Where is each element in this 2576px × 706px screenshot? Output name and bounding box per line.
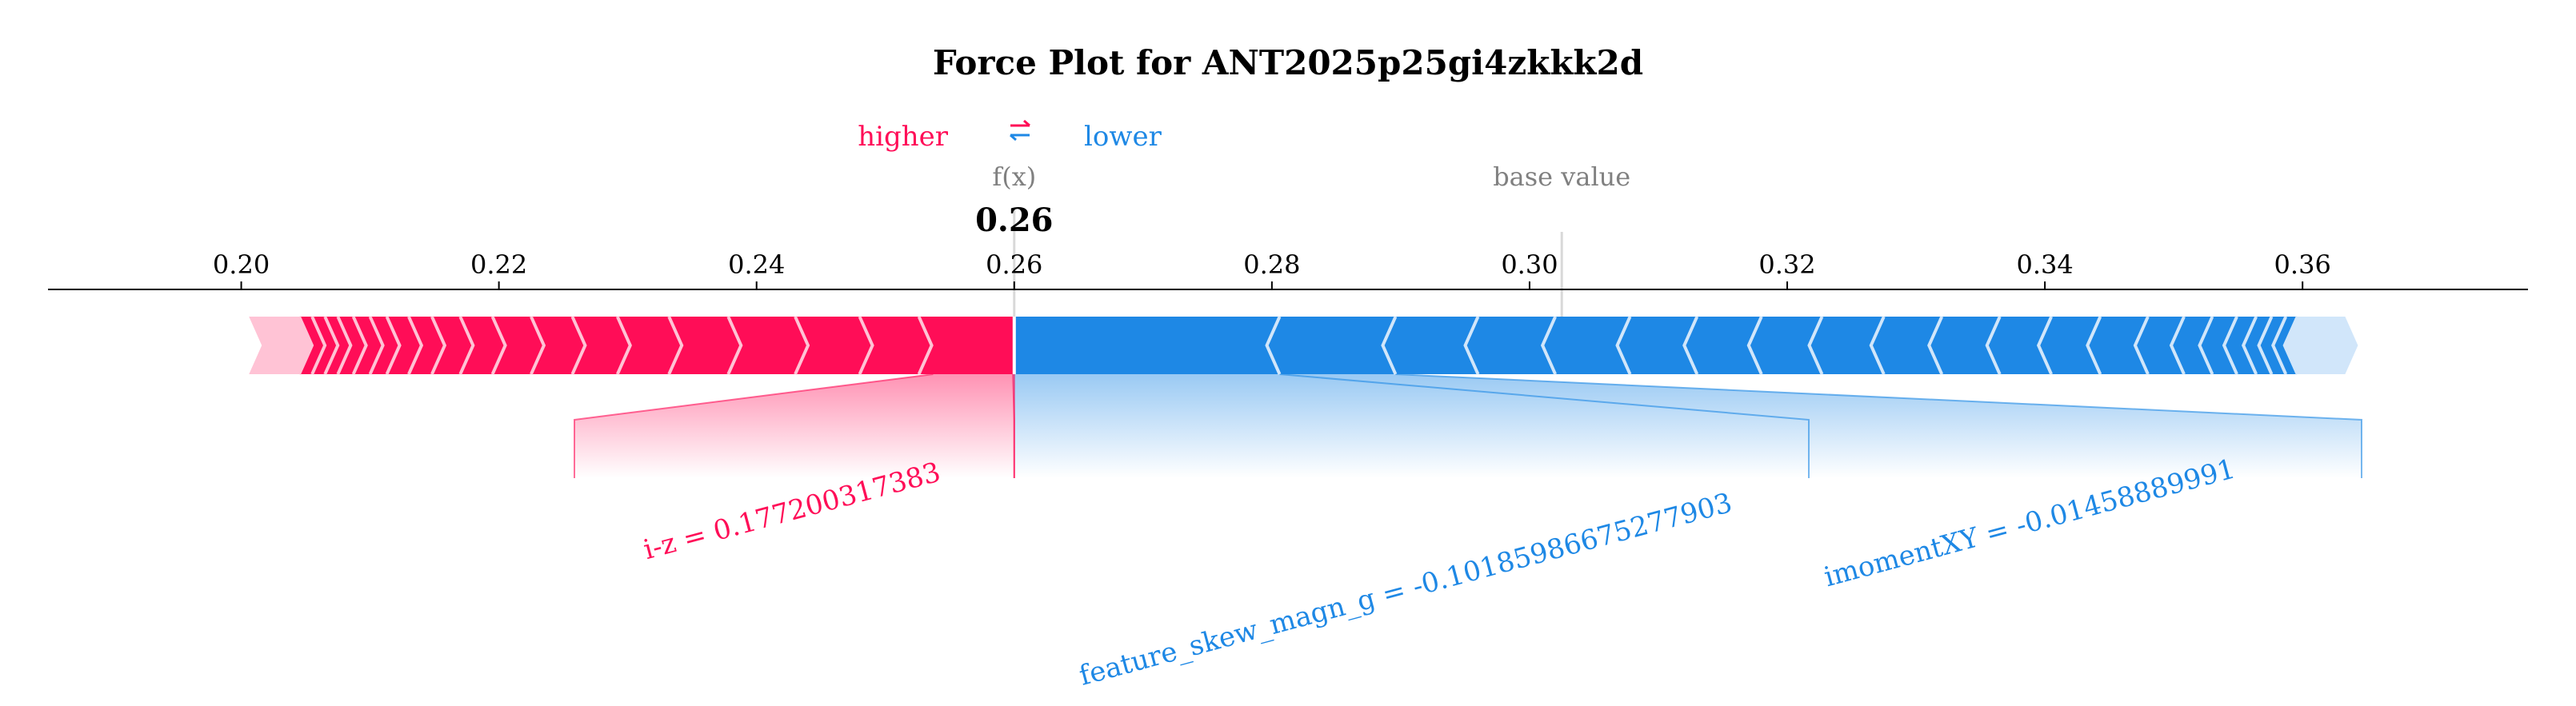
positive-chevron [336, 316, 353, 375]
positive-chevron [385, 316, 402, 375]
chart-title: Force Plot for ANT2025p25gi4zkkk2d [933, 43, 1643, 82]
negative-chevron [1869, 316, 1886, 375]
positive-chevron [794, 316, 810, 375]
negative-chevron [2169, 316, 2186, 375]
negative-chevron [2271, 316, 2288, 375]
positive-chevron [430, 316, 447, 375]
positive-chevron [351, 316, 368, 375]
negative-tail-bar [2284, 317, 2358, 374]
negative-chevron [1463, 316, 1480, 375]
legend: higher lower [858, 119, 1162, 153]
negative-chevron [2282, 316, 2299, 375]
positive-label-fade [574, 374, 1014, 478]
negative-chevron [1927, 316, 1944, 375]
x-tick-label: 0.34 [2016, 249, 2073, 280]
positive-chevron [530, 316, 546, 375]
x-tick-label: 0.32 [1758, 249, 1815, 280]
negative-chevron [1985, 316, 2002, 375]
legend-higher: higher [858, 121, 949, 153]
negative-chevron [2222, 316, 2238, 375]
positive-tail-bar [249, 317, 313, 374]
positive-bar [299, 317, 1014, 374]
negative-chevron [1807, 316, 1824, 375]
positive-chevron [323, 316, 340, 375]
positive-chevron [570, 316, 587, 375]
negative-label-fade [1013, 374, 1809, 478]
positive-chevron [490, 316, 507, 375]
positive-chevron [407, 316, 424, 375]
positive-chevron [310, 316, 327, 375]
base-value-label: base value [1493, 162, 1630, 192]
positive-chevron [858, 316, 874, 375]
feature-label: feature_skew_magn_g = -0.101859866752779… [1076, 487, 1736, 692]
x-tick-label: 0.30 [1501, 249, 1558, 280]
negative-chevron [1746, 316, 1763, 375]
negative-chevron [1540, 316, 1557, 375]
x-tick-label: 0.26 [986, 249, 1042, 280]
x-tick-label: 0.28 [1243, 249, 1300, 280]
x-tick-label: 0.36 [2274, 249, 2331, 280]
negative-bar [1013, 317, 2298, 374]
arrows-icon [1010, 119, 1030, 142]
negative-chevron [2242, 316, 2258, 375]
x-tick-label: 0.24 [728, 249, 785, 280]
positive-connector [574, 373, 934, 478]
positive-chevron [615, 316, 632, 375]
x-tick-label: 0.20 [213, 249, 270, 280]
negative-label-fade [1279, 374, 2362, 478]
positive-chevron [726, 316, 743, 375]
positive-chevron [458, 316, 475, 375]
x-tick-label: 0.22 [470, 249, 527, 280]
negative-connector [1395, 373, 2362, 478]
output-value: 0.26 [975, 201, 1053, 239]
output-label: f(x) [992, 162, 1036, 192]
negative-connector [1279, 373, 1810, 478]
positive-chevron [917, 316, 934, 375]
negative-chevron [1265, 316, 1282, 375]
negative-chevron [2086, 316, 2102, 375]
negative-chevron [1615, 316, 1632, 375]
negative-chevron [2198, 316, 2214, 375]
negative-chevron [2257, 316, 2274, 375]
positive-chevron [298, 316, 314, 375]
negative-chevron [1682, 316, 1699, 375]
positive-chevron [667, 316, 684, 375]
positive-chevron [368, 316, 385, 375]
negative-chevron [2036, 316, 2053, 375]
negative-chevron [1381, 316, 1398, 375]
legend-lower: lower [1084, 121, 1162, 153]
negative-chevron [2133, 316, 2150, 375]
